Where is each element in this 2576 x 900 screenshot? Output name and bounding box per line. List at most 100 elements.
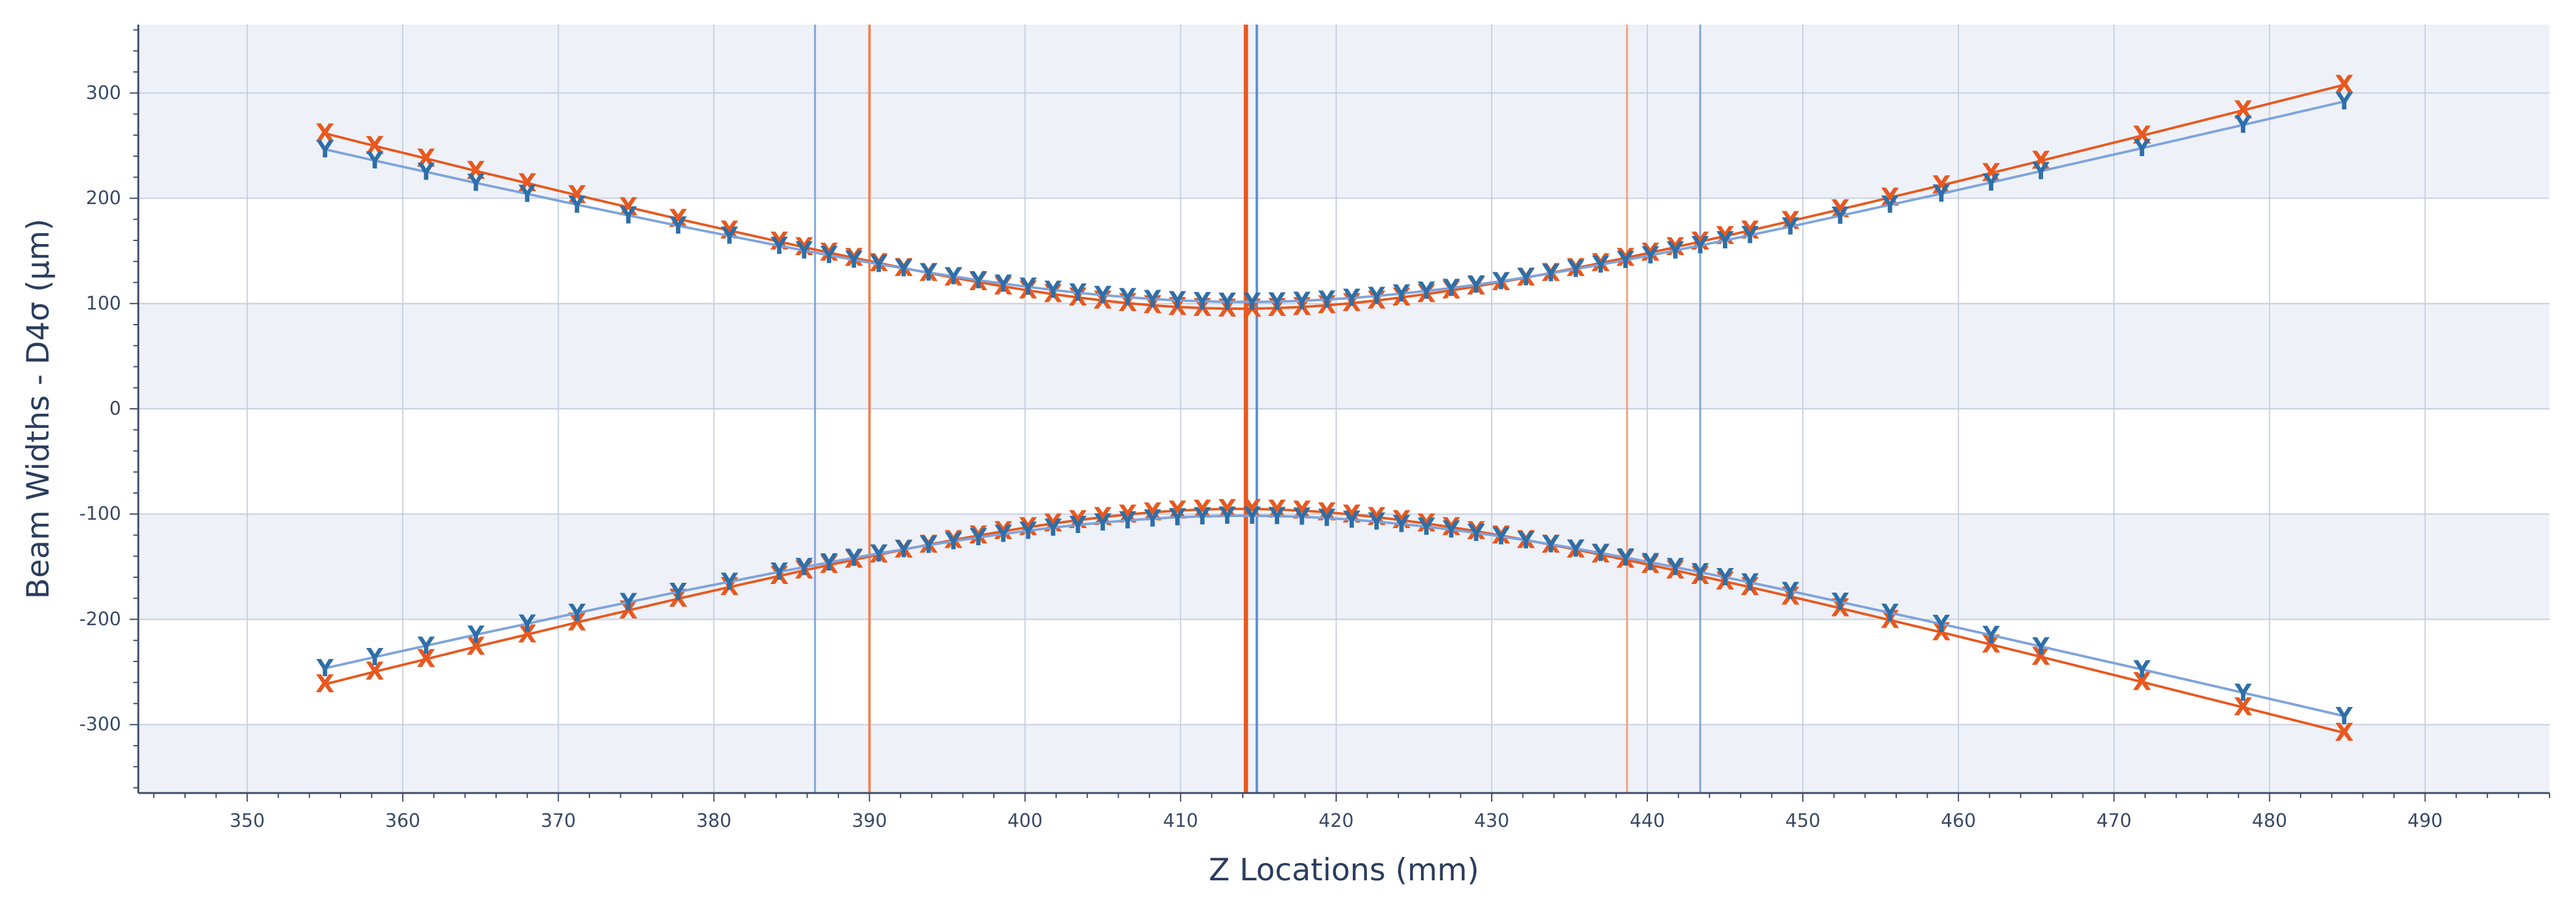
data-point-y: Y xyxy=(467,170,484,197)
data-point-y: Y xyxy=(1268,502,1286,529)
data-point-y: Y xyxy=(1243,502,1261,529)
y-tick-label: 200 xyxy=(86,188,121,209)
y-tick-label: -100 xyxy=(79,503,121,525)
data-point-y: Y xyxy=(1932,610,1950,638)
data-point-y: Y xyxy=(944,527,962,555)
data-point-x: X xyxy=(1342,289,1361,317)
data-point-x: X xyxy=(1741,216,1760,245)
series-line-x xyxy=(325,507,2345,734)
data-point-x: X xyxy=(1243,495,1262,523)
data-point-y: Y xyxy=(820,549,838,576)
data-point-y: Y xyxy=(669,212,687,239)
data-point-y: Y xyxy=(1019,517,1037,544)
data-point-x: X xyxy=(1641,239,1660,267)
data-point-y: Y xyxy=(1342,506,1360,533)
data-point-y: Y xyxy=(366,644,384,671)
data-point-y: Y xyxy=(1442,516,1460,543)
data-point-x: X xyxy=(2234,693,2253,722)
data-point-y: Y xyxy=(870,251,888,278)
data-point-y: Y xyxy=(720,568,738,595)
data-point-x: X xyxy=(1666,233,1685,261)
data-point-y: Y xyxy=(1318,286,1336,313)
data-point-y: Y xyxy=(1467,271,1485,298)
data-point-y: Y xyxy=(920,259,937,286)
data-point-y: Y xyxy=(1641,242,1659,269)
data-point-y: Y xyxy=(1218,288,1236,315)
data-point-y: Y xyxy=(1691,232,1709,259)
data-point-y: Y xyxy=(2335,703,2353,730)
data-point-y: Y xyxy=(366,147,384,174)
data-point-y: Y xyxy=(2335,88,2353,115)
y-tick-label: 300 xyxy=(86,82,121,104)
data-point-y: Y xyxy=(1392,510,1410,537)
data-point-x: X xyxy=(1317,498,1336,526)
data-point-x: X xyxy=(1392,283,1411,312)
x-tick-label: 470 xyxy=(2097,810,2132,832)
data-point-x: X xyxy=(315,119,334,148)
data-point-y: Y xyxy=(969,524,987,551)
data-point-y: Y xyxy=(1467,519,1485,547)
data-point-y: Y xyxy=(1069,279,1087,306)
data-point-x: X xyxy=(1293,293,1312,321)
data-point-x: X xyxy=(795,556,814,585)
data-point-y: Y xyxy=(2032,157,2050,184)
data-point-x: X xyxy=(1442,276,1461,304)
data-point-y: Y xyxy=(518,180,536,207)
data-point-y: Y xyxy=(1781,213,1799,240)
data-point-x: X xyxy=(1243,294,1262,323)
data-point-y: Y xyxy=(1168,503,1186,531)
data-point-x: X xyxy=(770,227,789,256)
data-point-x: X xyxy=(1691,562,1710,590)
data-point-y: Y xyxy=(1143,505,1161,532)
data-point-y: Y xyxy=(1591,540,1609,567)
data-point-x: X xyxy=(994,517,1013,545)
data-point-y: Y xyxy=(669,578,687,606)
background-band xyxy=(138,303,2550,409)
x-tick-label: 350 xyxy=(230,810,265,832)
x-axis-label: Z Locations (mm) xyxy=(1209,852,1479,888)
background-band xyxy=(138,724,2550,793)
series-line-x xyxy=(325,84,2345,310)
data-point-x: X xyxy=(720,216,739,245)
data-point-y: Y xyxy=(820,242,838,269)
data-point-x: X xyxy=(365,132,384,160)
data-point-y: Y xyxy=(920,532,937,559)
data-point-x: X xyxy=(1168,293,1187,321)
data-point-x: X xyxy=(770,562,789,590)
y-tick-label: 100 xyxy=(86,293,121,314)
data-point-x: X xyxy=(1093,503,1113,531)
data-point-x: X xyxy=(1143,498,1162,526)
data-point-y: Y xyxy=(845,544,862,571)
data-point-x: X xyxy=(1267,294,1286,322)
data-point-y: Y xyxy=(1368,508,1385,535)
data-point-x: X xyxy=(1143,291,1162,320)
data-point-x: X xyxy=(417,144,436,173)
data-point-y: Y xyxy=(2133,135,2151,162)
y-tick-label: -200 xyxy=(79,609,121,630)
data-point-x: X xyxy=(819,239,838,267)
x-tick-label: 480 xyxy=(2252,810,2287,832)
data-point-x: X xyxy=(1044,280,1063,308)
data-point-y: Y xyxy=(1567,256,1585,283)
data-point-y: Y xyxy=(1567,535,1585,562)
data-point-y: Y xyxy=(1492,523,1510,550)
x-tick-label: 360 xyxy=(385,810,420,832)
data-point-y: Y xyxy=(2133,656,2151,683)
data-point-x: X xyxy=(417,645,436,673)
data-point-x: X xyxy=(1781,207,1800,235)
y-tick-label: -300 xyxy=(79,714,121,735)
x-tick-label: 430 xyxy=(1474,810,1509,832)
data-point-y: Y xyxy=(1392,280,1410,307)
data-point-x: X xyxy=(1218,495,1237,523)
data-point-y: Y xyxy=(1517,527,1535,554)
data-point-x: X xyxy=(994,272,1013,301)
data-point-y: Y xyxy=(1831,588,1849,615)
x-tick-label: 400 xyxy=(1007,810,1042,832)
data-point-y: Y xyxy=(1119,507,1136,534)
data-point-x: X xyxy=(1641,551,1660,579)
data-point-x: X xyxy=(1715,222,1735,250)
data-point-y: Y xyxy=(1293,503,1310,531)
data-point-x: X xyxy=(1293,497,1312,525)
data-point-y: Y xyxy=(994,521,1012,548)
